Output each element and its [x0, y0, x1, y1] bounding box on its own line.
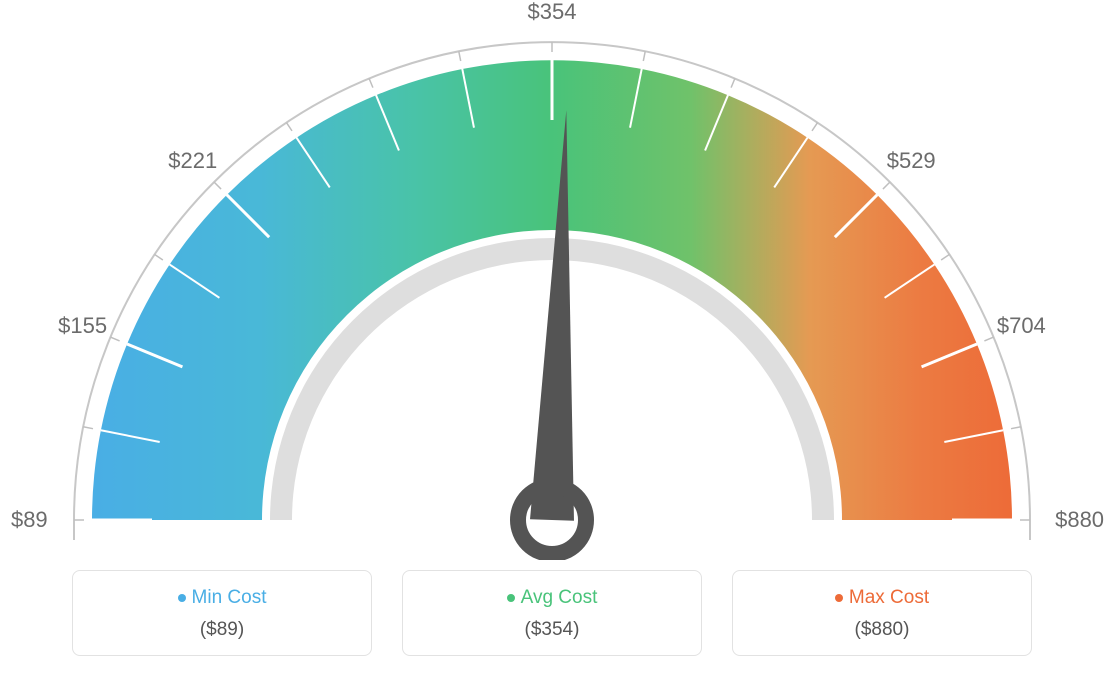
legend-card-min: Min Cost ($89): [72, 570, 372, 656]
legend-label-avg: Avg Cost: [521, 587, 598, 608]
gauge-tick-label: $880: [1055, 507, 1104, 533]
gauge-tick-label: $155: [58, 313, 107, 339]
legend-title-avg: Avg Cost: [403, 587, 701, 609]
legend-dot-avg: [507, 594, 515, 602]
legend-dot-min: [178, 594, 186, 602]
legend-label-max: Max Cost: [849, 587, 929, 608]
legend-card-max: Max Cost ($880): [732, 570, 1032, 656]
gauge-tick-label: $89: [11, 507, 48, 533]
legend-value-max: ($880): [733, 619, 1031, 641]
legend-dot-max: [835, 594, 843, 602]
gauge-tick-label: $704: [997, 313, 1046, 339]
legend-value-min: ($89): [73, 619, 371, 641]
gauge-tick-label: $354: [528, 0, 577, 25]
legend-card-avg: Avg Cost ($354): [402, 570, 702, 656]
legend-label-min: Min Cost: [192, 587, 267, 608]
legend-title-min: Min Cost: [73, 587, 371, 609]
gauge-tick-label: $529: [887, 148, 936, 174]
gauge-tick-label: $221: [168, 148, 217, 174]
gauge-svg: [0, 0, 1104, 560]
legend-title-max: Max Cost: [733, 587, 1031, 609]
legend-value-avg: ($354): [403, 619, 701, 641]
legend-row: Min Cost ($89) Avg Cost ($354) Max Cost …: [0, 560, 1104, 656]
gauge-chart: $89 $155 $221 $354 $529 $704 $880: [0, 0, 1104, 560]
